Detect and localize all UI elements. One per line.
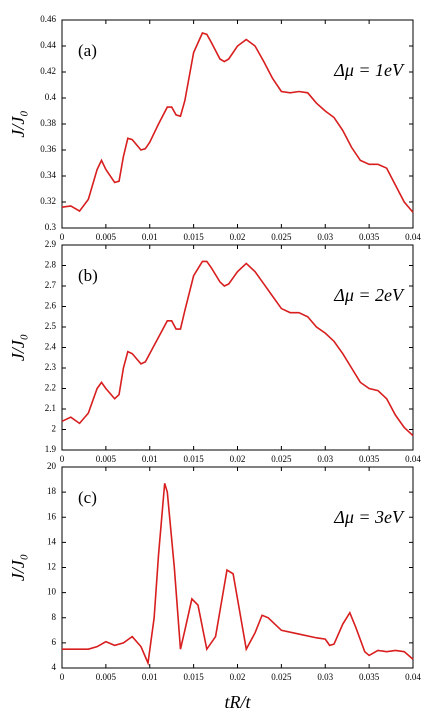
x-tick-label: 0.035 — [359, 232, 380, 242]
x-axis-label: tR/t — [225, 692, 252, 712]
x-tick-label: 0.005 — [96, 454, 117, 464]
panel-label: (a) — [78, 41, 97, 60]
x-tick-label: 0.025 — [271, 232, 292, 242]
annotation: Δμ = 3eV — [333, 507, 405, 527]
y-tick-label: 0.3 — [45, 222, 57, 232]
panel-label: (c) — [78, 488, 97, 507]
x-tick-label: 0 — [60, 232, 65, 242]
y-tick-label: 2 — [52, 424, 57, 434]
x-tick-label: 0.015 — [184, 232, 205, 242]
y-tick-label: 0.44 — [40, 40, 56, 50]
y-tick-label: 0.46 — [40, 14, 56, 24]
x-tick-label: 0.035 — [359, 672, 380, 682]
x-tick-label: 0 — [60, 672, 65, 682]
x-tick-label: 0.03 — [317, 672, 333, 682]
plot-frame — [61, 19, 414, 229]
x-tick-label: 0.01 — [142, 454, 158, 464]
y-tick-label: 2.2 — [45, 383, 56, 393]
y-axis-label: J/J₀ — [8, 554, 28, 581]
x-tick-label: 0.025 — [271, 672, 292, 682]
x-tick-label: 0.04 — [405, 232, 421, 242]
x-tick-label: 0.03 — [317, 232, 333, 242]
x-tick-label: 0.005 — [96, 672, 117, 682]
y-tick-label: 0.32 — [40, 196, 56, 206]
y-tick-label: 18 — [47, 486, 57, 496]
y-tick-label: 0.34 — [40, 170, 56, 180]
y-tick-label: 2.1 — [45, 403, 56, 413]
y-tick-label: 14 — [47, 536, 57, 546]
y-tick-label: 12 — [47, 562, 56, 572]
x-tick-label: 0 — [60, 454, 65, 464]
annotation: Δμ = 1eV — [333, 60, 405, 80]
y-tick-label: 4 — [52, 662, 57, 672]
y-tick-label: 2.4 — [45, 342, 57, 352]
y-tick-label: 0.42 — [40, 66, 56, 76]
y-tick-label: 0.38 — [40, 118, 56, 128]
data-line — [62, 483, 414, 666]
x-tick-label: 0.02 — [230, 454, 246, 464]
y-tick-label: 8 — [52, 612, 57, 622]
y-tick-label: 20 — [47, 461, 57, 471]
y-axis-label: J/J₀ — [8, 110, 28, 137]
y-tick-label: 0.4 — [45, 92, 57, 102]
x-tick-label: 0.015 — [184, 454, 205, 464]
y-tick-label: 0.36 — [40, 144, 56, 154]
y-tick-label: 2.3 — [45, 362, 57, 372]
y-tick-label: 2.8 — [45, 260, 57, 270]
y-tick-label: 2.5 — [45, 321, 57, 331]
y-tick-label: 2.6 — [45, 301, 57, 311]
y-tick-label: 16 — [47, 511, 57, 521]
plot-frame — [61, 244, 414, 451]
x-tick-label: 0.01 — [142, 672, 158, 682]
x-tick-label: 0.035 — [359, 454, 380, 464]
panel-label: (b) — [78, 266, 98, 285]
data-line — [61, 32, 414, 213]
y-tick-label: 2.7 — [45, 280, 57, 290]
x-tick-label: 0.015 — [184, 672, 205, 682]
x-tick-label: 0.005 — [96, 232, 117, 242]
x-tick-label: 0.01 — [142, 232, 158, 242]
data-line — [61, 260, 414, 437]
x-tick-label: 0.03 — [317, 454, 333, 464]
x-tick-label: 0.025 — [271, 454, 292, 464]
annotation: Δμ = 2eV — [333, 285, 405, 305]
y-tick-label: 6 — [52, 637, 57, 647]
y-axis-label: J/J₀ — [8, 334, 28, 361]
x-tick-label: 0.04 — [405, 454, 421, 464]
y-tick-label: 2.9 — [45, 239, 57, 249]
y-tick-label: 1.9 — [45, 444, 57, 454]
y-tick-label: 10 — [47, 587, 57, 597]
x-tick-label: 0.04 — [405, 672, 421, 682]
x-tick-label: 0.02 — [230, 232, 246, 242]
x-tick-label: 0.02 — [230, 672, 246, 682]
